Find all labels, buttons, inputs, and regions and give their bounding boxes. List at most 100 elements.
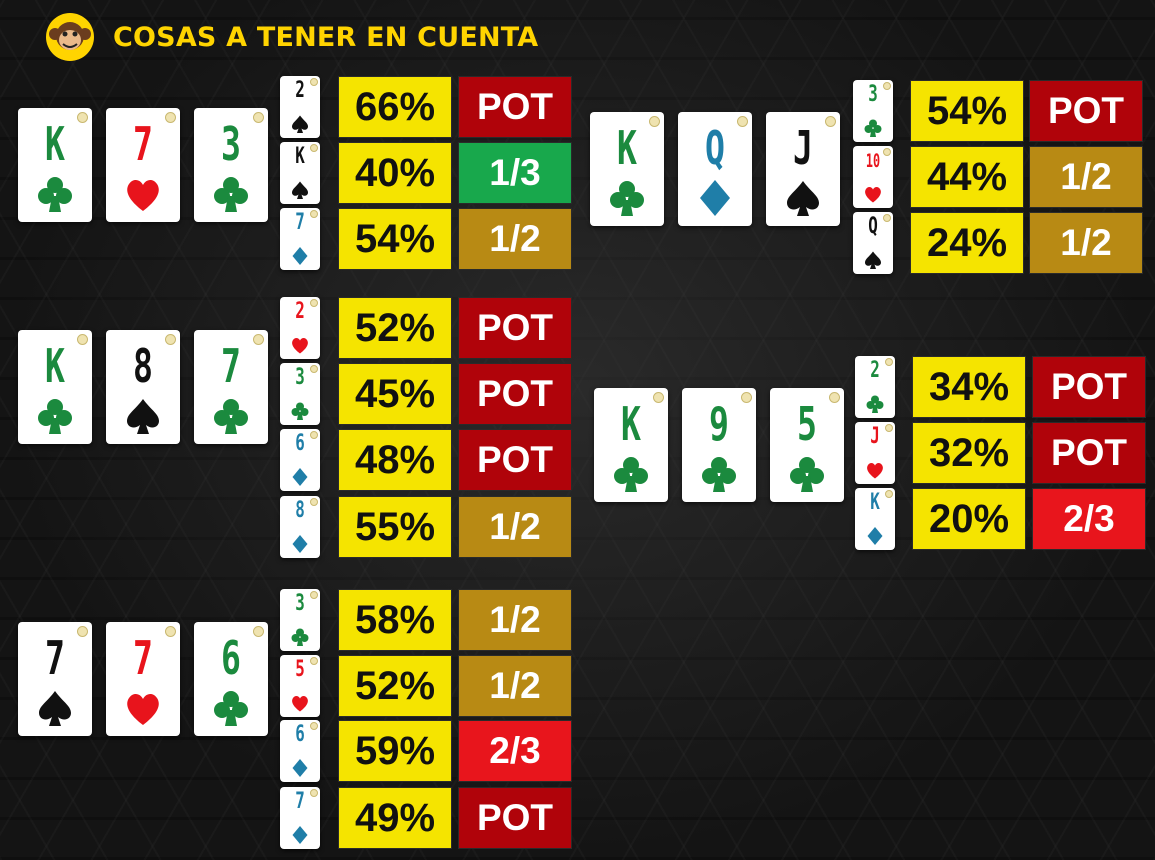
turn-card: K <box>855 488 895 550</box>
bet-size-badge: 1/2 <box>458 208 572 270</box>
heart-suit-icon <box>865 460 885 480</box>
card-rank: 2 <box>295 299 305 324</box>
spade-suit-icon <box>290 180 310 200</box>
equity-percent: 54% <box>338 208 452 270</box>
club-suit-icon <box>865 394 885 414</box>
heart-suit-icon <box>290 693 310 713</box>
spade-suit-icon <box>35 688 75 728</box>
flop-card: K <box>590 112 664 226</box>
card-rank: 6 <box>295 431 305 456</box>
bet-size-badge: POT <box>458 787 572 849</box>
flop-card: 9 <box>682 388 756 502</box>
chip-marker-icon <box>165 334 176 345</box>
turn-card: 10 <box>853 146 893 208</box>
turn-card: 2 <box>280 297 320 359</box>
chip-marker-icon <box>310 299 318 307</box>
turn-card: 2 <box>855 356 895 418</box>
chip-marker-icon <box>310 789 318 797</box>
chip-marker-icon <box>253 626 264 637</box>
equity-percent: 54% <box>910 80 1024 142</box>
equity-percent: 20% <box>912 488 1026 550</box>
equity-percent: 34% <box>912 356 1026 418</box>
equity-percent: 55% <box>338 496 452 558</box>
chip-marker-icon <box>825 116 836 127</box>
chip-marker-icon <box>253 112 264 123</box>
card-rank: 7 <box>133 631 153 685</box>
chip-marker-icon <box>829 392 840 403</box>
chip-marker-icon <box>253 334 264 345</box>
turn-card: 6 <box>280 720 320 782</box>
spade-suit-icon <box>290 114 310 134</box>
card-rank: 7 <box>45 631 65 685</box>
club-suit-icon <box>290 401 310 421</box>
heart-suit-icon <box>290 335 310 355</box>
chip-marker-icon <box>741 392 752 403</box>
club-suit-icon <box>787 454 827 494</box>
card-rank: 6 <box>221 631 241 685</box>
card-rank: 7 <box>295 789 305 814</box>
heart-suit-icon <box>123 688 163 728</box>
diamond-suit-icon <box>290 246 310 266</box>
card-rank: 5 <box>295 657 305 682</box>
turn-card: 6 <box>280 429 320 491</box>
turn-card: 7 <box>280 208 320 270</box>
equity-percent: 24% <box>910 212 1024 274</box>
card-rank: 6 <box>295 722 305 747</box>
turn-card: 2 <box>280 76 320 138</box>
diamond-suit-icon <box>290 467 310 487</box>
card-rank: 3 <box>295 365 305 390</box>
equity-percent: 48% <box>338 429 452 491</box>
card-rank: K <box>617 121 637 175</box>
chip-marker-icon <box>649 116 660 127</box>
card-rank: 5 <box>797 397 817 451</box>
bet-size-badge: POT <box>458 429 572 491</box>
card-rank: K <box>870 490 880 515</box>
turn-card: K <box>280 142 320 204</box>
chip-marker-icon <box>310 498 318 506</box>
turn-card: 7 <box>280 787 320 849</box>
flop-card: J <box>766 112 840 226</box>
card-rank: 7 <box>295 210 305 235</box>
flop-card: 7 <box>106 622 180 736</box>
spade-suit-icon <box>123 396 163 436</box>
bet-size-badge: 1/2 <box>458 655 572 717</box>
bet-size-badge: 2/3 <box>458 720 572 782</box>
chip-marker-icon <box>77 626 88 637</box>
chip-marker-icon <box>883 148 891 156</box>
flop-card: 3 <box>194 108 268 222</box>
equity-percent: 66% <box>338 76 452 138</box>
card-rank: 2 <box>870 358 880 383</box>
bet-size-badge: 1/2 <box>1029 146 1143 208</box>
chip-marker-icon <box>310 144 318 152</box>
chip-marker-icon <box>310 591 318 599</box>
flop-card: K <box>594 388 668 502</box>
turn-card: 3 <box>280 589 320 651</box>
card-rank: Q <box>705 121 725 175</box>
heart-suit-icon <box>863 184 883 204</box>
chip-marker-icon <box>653 392 664 403</box>
turn-card: 5 <box>280 655 320 717</box>
card-rank: K <box>45 339 65 393</box>
chip-marker-icon <box>310 657 318 665</box>
flop-card: 7 <box>18 622 92 736</box>
card-rank: 8 <box>295 498 305 523</box>
page-title: COSAS A TENER EN CUENTA <box>113 21 539 53</box>
spade-suit-icon <box>783 178 823 218</box>
monkey-logo-icon <box>45 12 95 62</box>
equity-percent: 32% <box>912 422 1026 484</box>
flop-card: 6 <box>194 622 268 736</box>
club-suit-icon <box>611 454 651 494</box>
bet-size-badge: 1/2 <box>458 496 572 558</box>
equity-percent: 49% <box>338 787 452 849</box>
flop-card: 5 <box>770 388 844 502</box>
club-suit-icon <box>290 627 310 647</box>
club-suit-icon <box>607 178 647 218</box>
turn-card: 3 <box>280 363 320 425</box>
chip-marker-icon <box>883 214 891 222</box>
turn-card: 8 <box>280 496 320 558</box>
bet-size-badge: 1/2 <box>1029 212 1143 274</box>
club-suit-icon <box>863 118 883 138</box>
chip-marker-icon <box>310 78 318 86</box>
equity-percent: 40% <box>338 142 452 204</box>
diamond-suit-icon <box>290 758 310 778</box>
